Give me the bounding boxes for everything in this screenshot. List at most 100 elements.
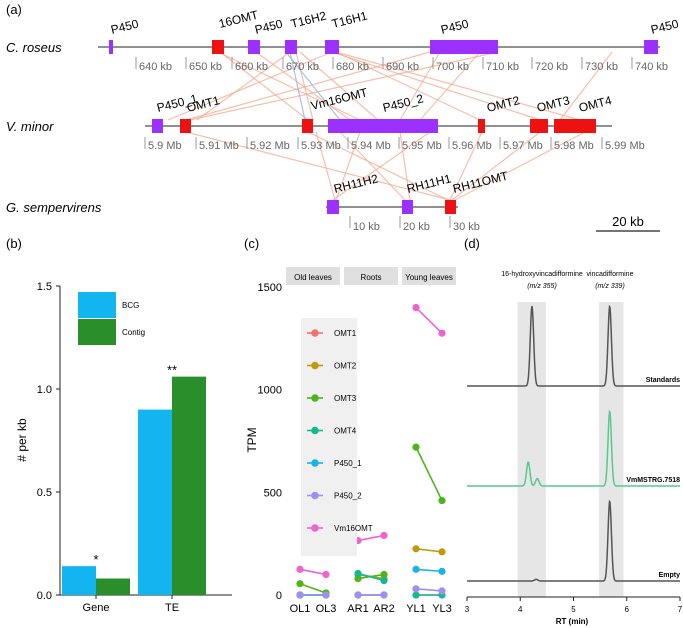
series-line-omt4	[357, 572, 385, 582]
trace-label: Empty	[659, 572, 681, 579]
x-tick-label: TE	[165, 602, 179, 614]
synteny-link	[454, 131, 586, 201]
x-tick-label: OL3	[316, 603, 337, 615]
axis-tick-label: 5.93 Mb	[301, 140, 341, 152]
chromatogram-trace-empty	[467, 499, 680, 582]
axis-tick-label: 10 kb	[353, 221, 380, 233]
track-g-sempervirens: G. sempervirens 10 kb 20 kb 30 kb RH11H2 RH11…	[6, 169, 510, 233]
axis-tick-label: 20 kb	[403, 221, 430, 233]
axis-tick-label: 5.97 Mb	[503, 140, 543, 152]
series-line-vm16omt	[357, 534, 385, 542]
axis-tick-label: 660 kb	[235, 61, 268, 73]
synteny-link	[255, 51, 351, 121]
y-axis-label: TPM	[245, 427, 259, 452]
scale-bar-label: 20 kb	[612, 214, 644, 229]
facet-title: Roots	[361, 273, 382, 282]
data-point-p450_2	[322, 591, 330, 599]
y-tick-label: 1.5	[37, 281, 52, 293]
chromatogram-trace-standards	[467, 304, 680, 387]
y-tick-label: 1.0	[37, 384, 52, 396]
synteny-link	[196, 51, 291, 121]
legend-label: Contig	[122, 328, 145, 337]
facet-strip	[402, 267, 456, 285]
gene-block	[328, 119, 438, 133]
legend-marker	[311, 491, 319, 500]
gene-block	[248, 40, 260, 54]
data-point-omt2	[438, 548, 446, 556]
synteny-link	[315, 131, 336, 201]
data-point-p450_1	[438, 567, 446, 575]
trace-label: VmMSTRG.7518	[626, 477, 680, 484]
bar-contig-gene	[96, 578, 130, 595]
synteny-link	[189, 51, 499, 121]
data-point-vm16omt	[438, 329, 446, 337]
synteny-link	[307, 131, 449, 201]
panel-label: (b)	[6, 236, 22, 251]
gene-block	[402, 200, 413, 214]
synteny-link	[339, 131, 406, 201]
gene-block	[285, 40, 297, 54]
y-axis-label: # per kb	[15, 418, 29, 462]
axis-tick-label: 670 kb	[286, 61, 319, 73]
bar-contig-te	[172, 376, 206, 595]
axis-tick-label: 5.94 Mb	[351, 140, 391, 152]
axis-tick-label: 720 kb	[535, 61, 568, 73]
y-tick-label: 0.0	[37, 590, 52, 602]
synteny-link	[335, 51, 581, 121]
gene-label: OMT4	[577, 93, 613, 115]
legend-label: Vm16OMT	[334, 524, 373, 533]
gene-label: P450	[109, 16, 140, 36]
bar-bcg-gene	[62, 566, 96, 595]
synteny-link	[289, 51, 306, 121]
facet-strip	[286, 267, 340, 285]
series-line-p450_1	[415, 568, 443, 573]
data-point-p450_2	[380, 591, 388, 599]
data-point-vm16omt	[380, 531, 388, 540]
track-v-minor: V. minor 5.9 Mb 5.91 Mb 5.92 Mb 5.93 Mb 5.94 …	[6, 85, 645, 152]
legend-swatch	[78, 292, 116, 318]
x-tick-label: 4	[518, 605, 523, 614]
synteny-link	[332, 131, 431, 201]
series-line-vm16omt	[299, 568, 327, 576]
axis-tick-label: 5.96 Mb	[452, 140, 492, 152]
axis-tick-label: 5.99 Mb	[605, 140, 645, 152]
synteny-links	[167, 51, 613, 201]
data-point-omt3	[296, 580, 304, 588]
legend-label: BCG	[122, 301, 139, 310]
gene-block	[478, 119, 485, 133]
axis-tick-label: 5.92 Mb	[250, 140, 290, 152]
data-point-omt3	[380, 570, 388, 579]
synteny-link	[335, 51, 481, 121]
legend-marker	[311, 329, 319, 337]
synteny-link	[167, 51, 333, 121]
legend-label: OMT3	[334, 394, 357, 403]
gene-block	[302, 119, 313, 133]
data-point-p450_2	[296, 591, 304, 599]
panel-label: (c)	[244, 236, 259, 251]
significance-annotation: **	[167, 363, 177, 378]
peak-mz-label: (m/z 339)	[595, 283, 625, 290]
synteny-link	[419, 51, 481, 121]
axis-tick-label: 650 kb	[189, 61, 222, 73]
synteny-link	[285, 51, 341, 121]
data-point-omt3	[412, 443, 420, 451]
series-line-p450_2	[415, 588, 443, 592]
legend-marker	[311, 426, 319, 435]
synteny-link	[219, 51, 309, 121]
axis-tick-label: 5.9 Mb	[148, 140, 182, 152]
legend-marker	[311, 394, 319, 402]
axis-tick-label: 30 kb	[453, 221, 480, 233]
peak-compound-label: vincadifformine	[587, 271, 634, 278]
gene-label: T16H2	[289, 9, 328, 31]
axis-tick-label: 640 kb	[139, 61, 172, 73]
synteny-link	[449, 131, 483, 201]
axis-tick-label: 5.95 Mb	[402, 140, 442, 152]
legend-box	[301, 318, 357, 556]
legend-marker	[311, 361, 319, 370]
gene-block	[445, 200, 456, 214]
x-tick-label: AR2	[373, 603, 394, 615]
x-tick-label: OL1	[290, 603, 311, 615]
series-line-omt3	[415, 446, 443, 501]
axis-tick-label: 690 kb	[386, 61, 419, 73]
